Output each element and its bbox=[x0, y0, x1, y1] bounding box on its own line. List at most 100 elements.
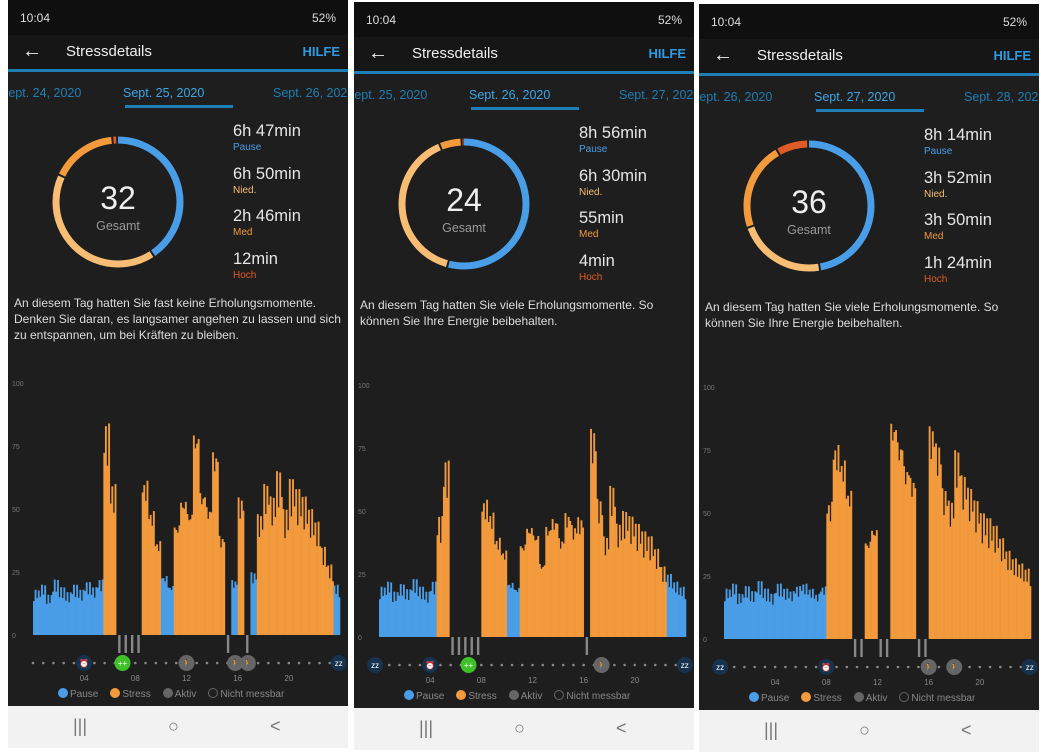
stress-bar bbox=[612, 487, 615, 637]
stress-bar bbox=[649, 560, 652, 637]
stress-bar bbox=[666, 574, 669, 637]
walk-glyph: 🚶 bbox=[949, 662, 959, 672]
legend-active: Aktiv bbox=[853, 692, 887, 704]
stress-bar bbox=[66, 592, 69, 635]
timeline-dot bbox=[256, 661, 260, 665]
recent-apps-button[interactable]: ||| bbox=[419, 718, 434, 738]
status-time: 10:04 bbox=[366, 13, 397, 27]
tab-next-day[interactable]: Sept. 28, 2020 bbox=[964, 90, 1039, 104]
timeline-dot bbox=[753, 665, 756, 669]
active-block bbox=[130, 635, 134, 653]
back-button[interactable]: < bbox=[270, 716, 281, 736]
x-tick-label: 16 bbox=[233, 674, 242, 683]
tab-previous-day[interactable]: Sept. 26, 2020 bbox=[699, 90, 773, 104]
stress-bar bbox=[271, 525, 274, 635]
stress-bar bbox=[68, 602, 71, 635]
stress-bar bbox=[388, 592, 391, 637]
walk-glyph: 🚶 bbox=[924, 662, 934, 672]
stress-bar bbox=[671, 588, 674, 637]
stress-bar bbox=[602, 536, 605, 637]
stress-description: An diesem Tag hatten Sie fast keine Erho… bbox=[14, 296, 341, 342]
stress-bar bbox=[744, 586, 747, 639]
stress-bar bbox=[446, 497, 449, 637]
stress-bar bbox=[678, 594, 680, 637]
stress-bar bbox=[514, 589, 517, 637]
stress-bar bbox=[210, 512, 213, 635]
stress-bar bbox=[338, 597, 341, 635]
timeline-dot bbox=[144, 661, 147, 665]
back-button[interactable]: < bbox=[616, 718, 627, 738]
x-tick-label: 12 bbox=[182, 674, 191, 683]
tab-next-day[interactable]: Sept. 27, 2020 bbox=[619, 88, 694, 102]
stress-bar bbox=[100, 591, 103, 635]
active-block bbox=[585, 637, 589, 655]
stress-bar bbox=[770, 593, 773, 639]
back-arrow-icon[interactable]: ← bbox=[22, 40, 42, 62]
stress-bar bbox=[425, 591, 428, 637]
stress-timeline-chart[interactable]: 0 25 50 75 100 zz ⏰ ++ 🚶 zz 04 08 12 16 20 bbox=[354, 362, 694, 688]
stress-bar bbox=[393, 591, 396, 637]
stress-ring-chart bbox=[398, 138, 530, 270]
active-tab-indicator bbox=[125, 105, 233, 108]
stat-label: Med bbox=[579, 229, 599, 240]
stress-bar bbox=[149, 514, 152, 635]
stress-bar bbox=[684, 599, 687, 637]
stress-bar bbox=[170, 589, 173, 635]
help-button[interactable]: HILFE bbox=[302, 44, 340, 59]
stress-bar bbox=[269, 496, 272, 635]
stress-timeline-chart[interactable]: 0 25 50 75 100 zz ⏰ 🚶 🚶 zz 04 08 12 16 20 bbox=[699, 364, 1039, 690]
stress-bar bbox=[957, 452, 960, 639]
stress-bar bbox=[607, 549, 610, 637]
help-button[interactable]: HILFE bbox=[648, 46, 686, 61]
stress-bar bbox=[237, 497, 240, 635]
stress-bar bbox=[941, 488, 944, 639]
stress-bar bbox=[306, 523, 309, 635]
stress-bar bbox=[436, 535, 439, 637]
stress-bar bbox=[240, 500, 243, 635]
stress-bar bbox=[779, 583, 782, 639]
timeline-dot bbox=[62, 661, 65, 665]
stress-bar bbox=[800, 590, 803, 639]
back-arrow-icon[interactable]: ← bbox=[368, 42, 388, 64]
timeline-dot bbox=[845, 665, 849, 669]
home-button[interactable]: ○ bbox=[514, 718, 525, 738]
ring-segment-pause bbox=[52, 136, 184, 268]
alarm-icon bbox=[76, 655, 93, 671]
stat-value: 3h 52min bbox=[924, 168, 992, 187]
walk-icon bbox=[178, 655, 195, 671]
stress-bar bbox=[406, 589, 409, 637]
stress-bar bbox=[802, 584, 805, 639]
tab-current-day[interactable]: Sept. 25, 2020 bbox=[123, 86, 205, 100]
tab-previous-day[interactable]: Sept. 24, 2020 bbox=[8, 86, 82, 100]
stress-bar bbox=[928, 426, 931, 639]
stress-bar bbox=[668, 587, 671, 637]
back-arrow-icon[interactable]: ← bbox=[713, 44, 733, 66]
stress-bar bbox=[487, 522, 490, 637]
stress-bar bbox=[813, 598, 816, 639]
stress-bar bbox=[566, 527, 568, 637]
stress-bar bbox=[80, 600, 83, 635]
sleep-glyph: zz bbox=[716, 663, 724, 672]
stress-bar bbox=[550, 530, 552, 637]
battery-level: 52% bbox=[1002, 15, 1027, 29]
home-button[interactable]: ○ bbox=[168, 716, 179, 736]
stress-bar bbox=[63, 587, 66, 635]
tab-next-day[interactable]: Sept. 26, 2020 bbox=[273, 86, 348, 100]
home-button[interactable]: ○ bbox=[859, 720, 870, 740]
stat-label: Pause bbox=[233, 142, 262, 153]
recent-apps-button[interactable]: ||| bbox=[73, 716, 88, 736]
help-button[interactable]: HILFE bbox=[993, 48, 1031, 63]
stress-bar bbox=[795, 586, 798, 639]
tab-current-day[interactable]: Sept. 26, 2020 bbox=[469, 88, 551, 102]
back-button[interactable]: < bbox=[961, 720, 972, 740]
stress-bar bbox=[510, 587, 513, 637]
sleep-glyph: zz bbox=[371, 661, 379, 670]
overall-stress-score: 36 bbox=[791, 184, 827, 220]
recent-apps-button[interactable]: ||| bbox=[764, 720, 779, 740]
stat-value: 6h 47min bbox=[233, 122, 301, 140]
active-block bbox=[457, 637, 461, 655]
tab-current-day[interactable]: Sept. 27, 2020 bbox=[814, 90, 896, 104]
tab-previous-day[interactable]: Sept. 25, 2020 bbox=[354, 88, 428, 102]
stress-bar bbox=[543, 565, 546, 637]
